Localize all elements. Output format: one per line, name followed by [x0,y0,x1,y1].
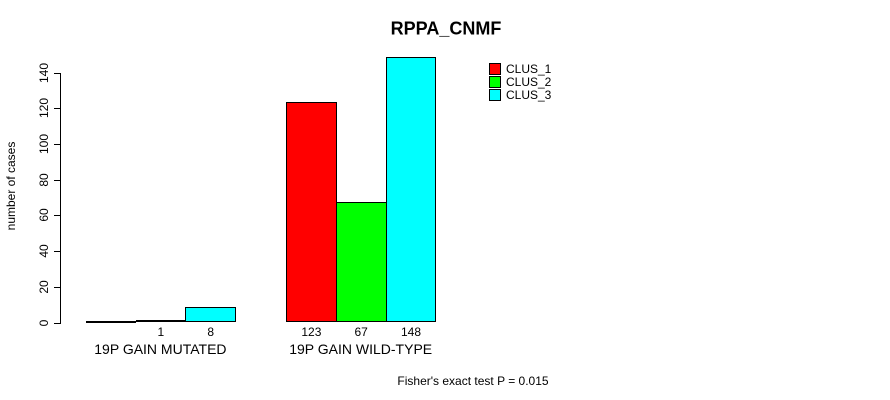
y-axis-tick-label: 60 [36,208,51,223]
bar-clus_2-group2 [335,201,387,323]
legend-swatch-clus_1 [489,63,501,75]
y-axis-line [59,72,61,324]
y-axis-tick-label: 80 [36,172,51,187]
y-axis-tick [53,251,60,253]
y-axis-tick-label: 120 [36,98,51,119]
legend-swatch-clus_2 [489,76,501,88]
legend-swatch-clus_3 [489,89,501,101]
bar-count-label: 8 [207,325,215,339]
y-axis-tick [53,322,60,324]
legend: CLUS_1 CLUS_2 CLUS_3 [489,62,552,102]
x-axis-category-label: 19P GAIN WILD-TYPE [289,341,433,357]
bar-clus_1-group2 [286,101,337,323]
legend-row-clus_2: CLUS_2 [489,75,552,89]
bar-clus_3-group2 [385,57,437,323]
y-axis-tick-label: 0 [36,319,51,326]
y-axis-tick [53,108,60,110]
legend-row-clus_3: CLUS_3 [489,88,552,102]
bar-clus_2-group1 [135,319,187,323]
legend-row-clus_1: CLUS_1 [489,62,552,76]
fisher-test-annotation: Fisher's exact test P = 0.015 [397,374,549,388]
chart-title: RPPA_CNMF [390,18,502,39]
y-axis-tick-label: 140 [36,62,51,83]
x-axis-category-label: 19P GAIN MUTATED [94,341,227,357]
y-axis-tick-label: 40 [36,244,51,258]
y-axis-tick-label: 20 [36,280,51,294]
y-axis-tick-label: 100 [36,133,51,154]
bar-count-label: 1 [157,325,165,339]
y-axis-tick [53,215,60,217]
legend-label: CLUS_3 [506,88,552,102]
bar-clus_1-group1 [85,321,137,323]
y-axis-tick [53,72,60,74]
bar-count-label: 123 [301,325,322,339]
legend-label: CLUS_2 [506,75,552,89]
bar-count-label: 67 [354,325,368,339]
y-axis-tick [53,179,60,181]
bar-count-label: 148 [400,325,422,339]
y-axis-tick [53,143,60,145]
bar-clus_3-group1 [185,307,237,323]
legend-label: CLUS_1 [506,62,552,76]
y-axis-tick [53,286,60,288]
